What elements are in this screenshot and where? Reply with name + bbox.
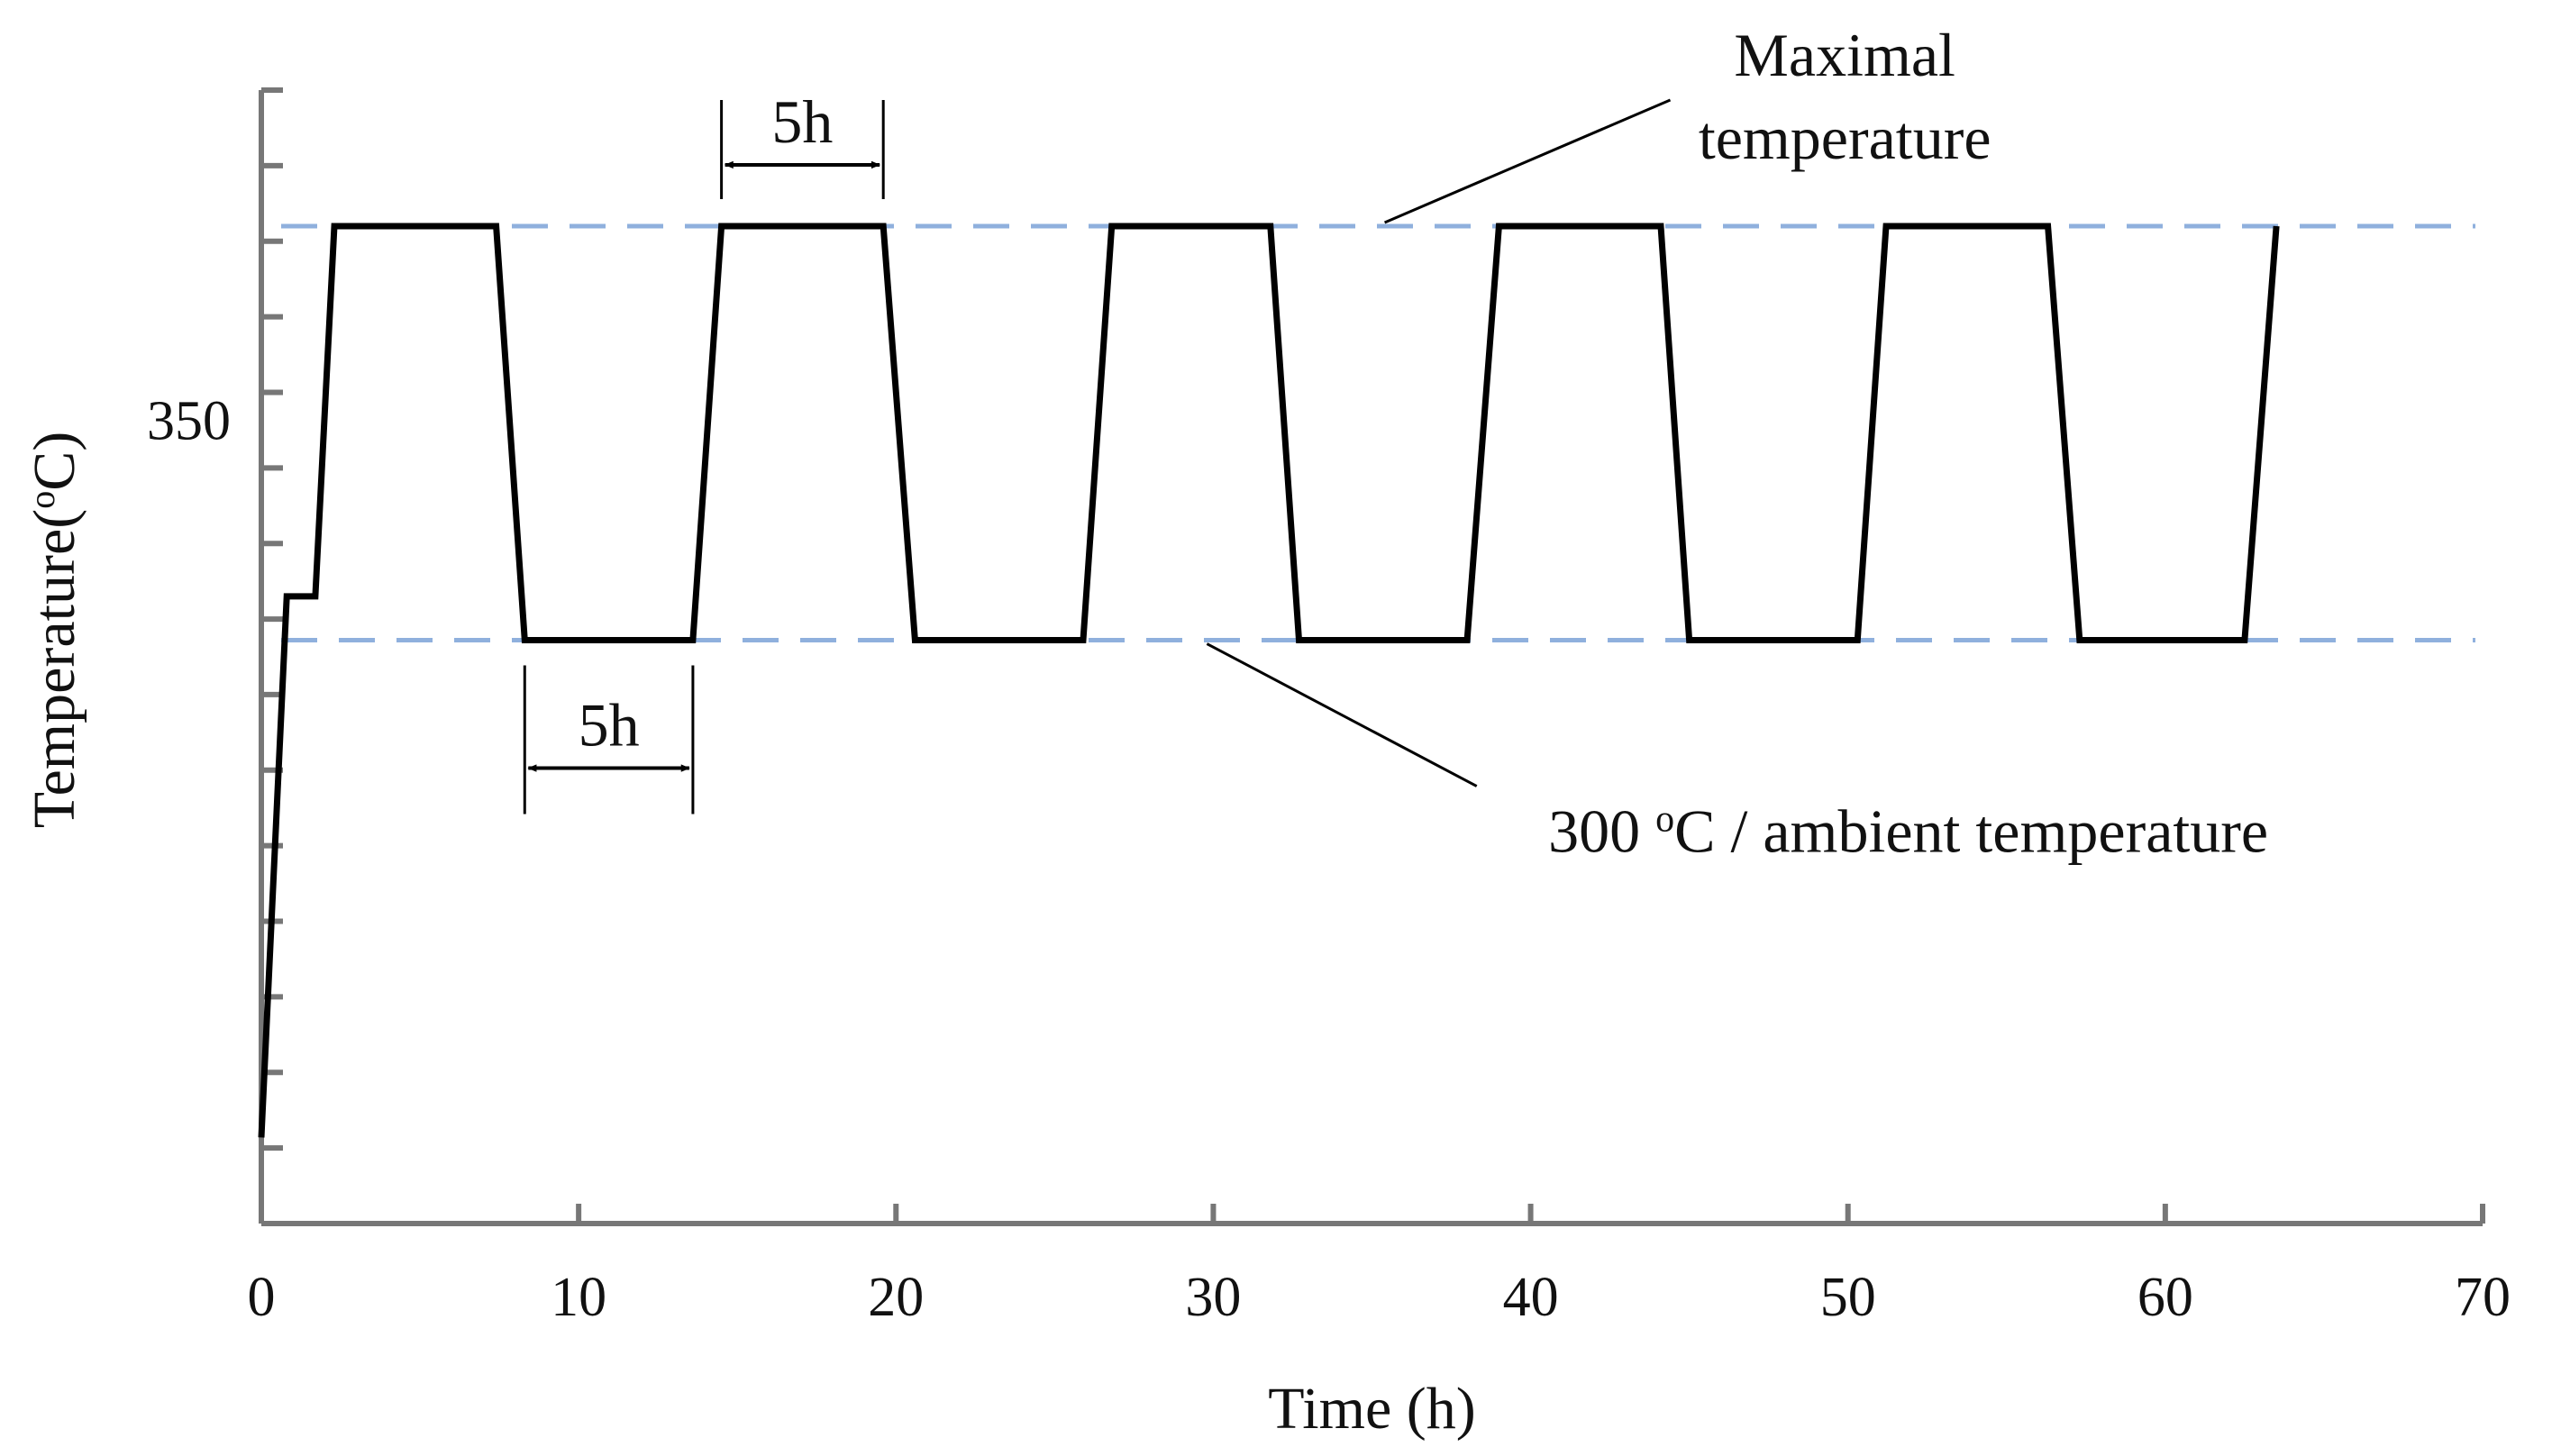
annotations [523, 98, 1672, 814]
axis-ticks [259, 87, 2485, 1224]
y-title-unit: C) [22, 432, 87, 491]
x-tick-label: 0 [248, 1267, 276, 1328]
ambient-temp-label: 300 oC / ambient temperature [1548, 797, 2268, 866]
max-temp-label-line2: temperature [1699, 104, 1991, 172]
x-tick-labels: 0 10 20 30 40 50 60 70 [248, 1267, 2511, 1328]
y-title-main: Temperature( [22, 509, 87, 829]
ambient-label-leader [1206, 642, 1478, 787]
x-tick-label: 10 [551, 1267, 606, 1328]
x-tick-label: 30 [1185, 1267, 1241, 1328]
ambient-label-prefix: 300 [1548, 797, 1655, 866]
dwell-top-label: 5h [771, 87, 833, 156]
x-axis-title: Time (h) [1268, 1376, 1475, 1442]
y-title-degree: o [22, 491, 62, 509]
y-tick-label: 350 [147, 390, 231, 451]
x-tick-label: 50 [1820, 1267, 1876, 1328]
x-tick-label: 40 [1503, 1267, 1559, 1328]
max-label-leader [1383, 98, 1672, 224]
dwell-bottom-label: 5h [579, 691, 640, 760]
ambient-label-suffix: C / ambient temperature [1674, 797, 2268, 866]
y-axis-title: Temperature(oC) [22, 432, 88, 829]
x-tick-label: 20 [868, 1267, 924, 1328]
y-tick-labels: 350 [147, 390, 231, 451]
temperature-series-line [258, 223, 2280, 1138]
x-tick-label: 70 [2455, 1267, 2511, 1328]
x-tick-label: 60 [2137, 1267, 2193, 1328]
reference-lines [281, 223, 2475, 643]
ambient-label-degree: o [1655, 799, 1674, 841]
max-temp-label-line1: Maximal [1734, 21, 1955, 89]
series-layer [258, 223, 2280, 1138]
